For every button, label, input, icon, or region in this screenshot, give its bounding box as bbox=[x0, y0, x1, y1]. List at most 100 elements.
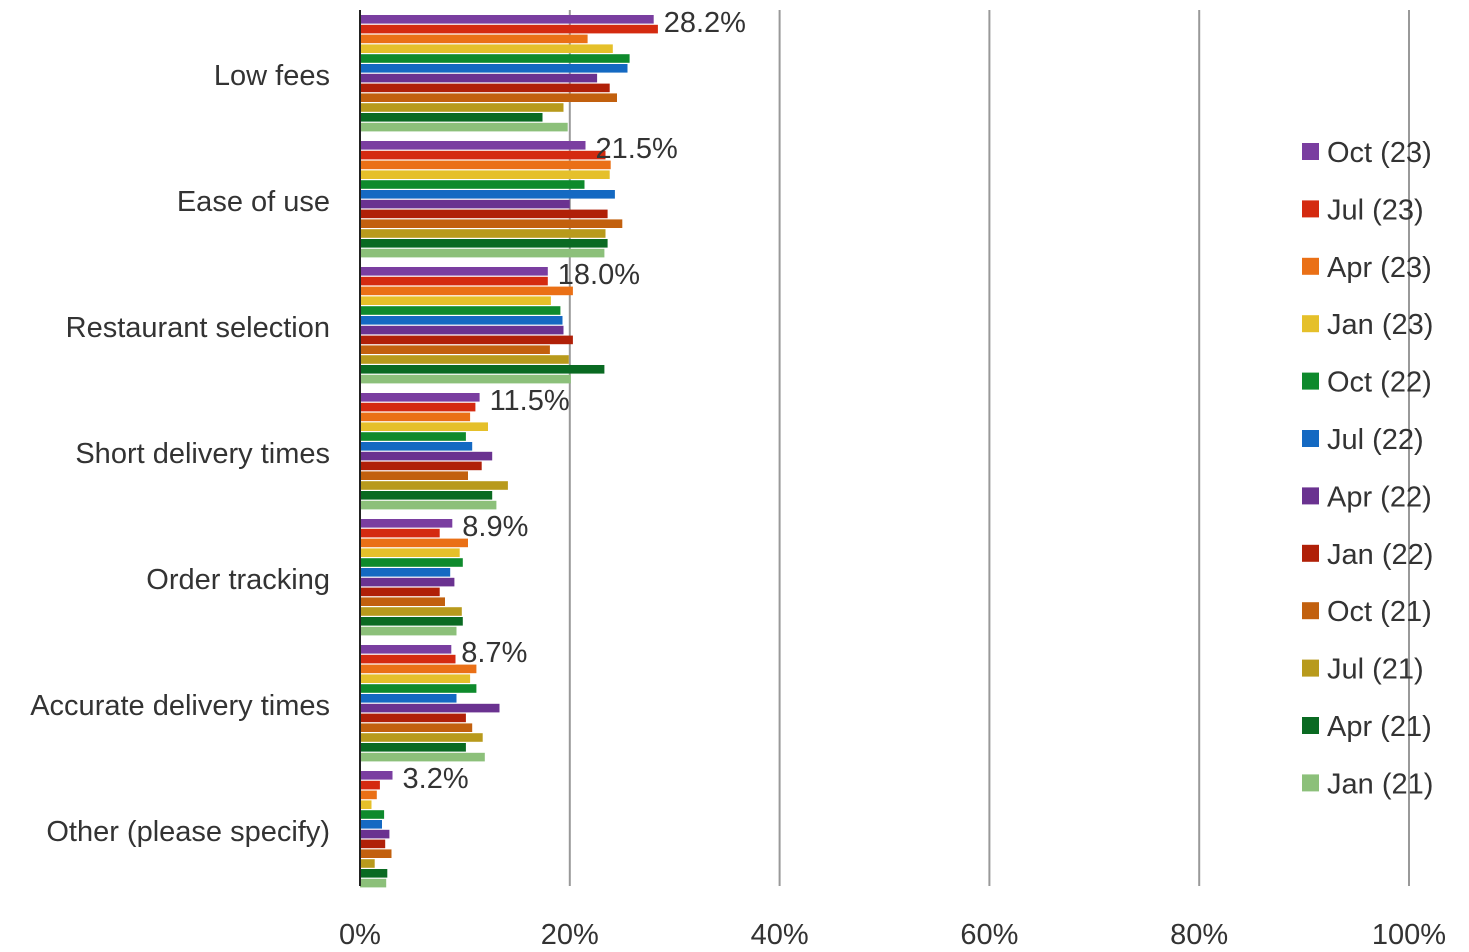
bar bbox=[360, 645, 452, 654]
bar bbox=[360, 713, 466, 723]
bar bbox=[360, 723, 473, 732]
bar bbox=[360, 180, 585, 189]
category-label: Short delivery times bbox=[75, 438, 330, 470]
bar bbox=[360, 170, 610, 179]
bar bbox=[360, 365, 605, 374]
bar bbox=[360, 306, 561, 315]
category-label: Accurate delivery times bbox=[30, 690, 330, 722]
legend-label: Jul (21) bbox=[1327, 654, 1424, 686]
bar bbox=[360, 684, 477, 693]
x-tick-label: 40% bbox=[751, 919, 809, 951]
legend-swatch bbox=[1302, 487, 1319, 505]
data-label: 8.9% bbox=[462, 511, 528, 543]
data-labels: 28.2% 21.5% 18.0% 11.5% 8.9% 8.7% 3.2% bbox=[403, 7, 746, 795]
bar bbox=[360, 869, 388, 878]
bar bbox=[360, 538, 468, 548]
bar bbox=[360, 597, 445, 606]
bar bbox=[360, 355, 569, 364]
bar bbox=[360, 34, 588, 44]
bar bbox=[360, 325, 564, 335]
legend-label: Oct (22) bbox=[1327, 367, 1432, 399]
category-label: Low fees bbox=[214, 60, 330, 92]
category-labels: Low fees Ease of use Restaurant selection S… bbox=[30, 60, 330, 848]
bar bbox=[360, 519, 453, 528]
legend-label: Oct (23) bbox=[1327, 137, 1432, 169]
legend-swatch bbox=[1302, 372, 1319, 390]
legend-swatch bbox=[1302, 200, 1319, 218]
x-tick-label: 100% bbox=[1372, 919, 1446, 951]
bar bbox=[360, 113, 543, 122]
bar bbox=[360, 229, 606, 238]
legend-label: Jul (22) bbox=[1327, 424, 1424, 456]
bar bbox=[360, 412, 471, 422]
bar bbox=[360, 345, 550, 354]
bar bbox=[360, 790, 377, 800]
legend-label: Apr (23) bbox=[1327, 252, 1432, 284]
bar bbox=[360, 442, 473, 451]
bar bbox=[360, 141, 586, 150]
legend-label: Jul (23) bbox=[1327, 194, 1424, 226]
data-label: 8.7% bbox=[461, 637, 527, 669]
data-label: 18.0% bbox=[558, 259, 640, 291]
legend-label: Apr (22) bbox=[1327, 481, 1432, 513]
bar bbox=[360, 24, 658, 34]
bar bbox=[360, 209, 608, 219]
bar bbox=[360, 568, 451, 577]
legend-swatch bbox=[1302, 143, 1319, 160]
bar bbox=[360, 432, 466, 441]
bar bbox=[360, 743, 466, 752]
data-label: 3.2% bbox=[403, 763, 469, 795]
bar bbox=[360, 103, 564, 112]
category-label: Other (please specify) bbox=[46, 816, 330, 848]
legend-label: Jan (23) bbox=[1327, 309, 1433, 341]
bar bbox=[360, 393, 480, 402]
bar bbox=[360, 577, 455, 587]
data-label: 21.5% bbox=[596, 133, 678, 165]
bar bbox=[360, 64, 628, 73]
bar bbox=[360, 500, 497, 510]
bar bbox=[360, 771, 393, 780]
bar bbox=[360, 83, 610, 93]
bar bbox=[360, 829, 390, 839]
bar bbox=[360, 548, 460, 557]
bar bbox=[360, 316, 563, 325]
bar bbox=[360, 402, 476, 412]
data-label: 11.5% bbox=[490, 385, 570, 417]
bar bbox=[360, 664, 477, 674]
bar bbox=[360, 44, 613, 53]
bar bbox=[360, 422, 488, 431]
bar bbox=[360, 694, 457, 703]
bar bbox=[360, 160, 611, 170]
bar bbox=[360, 276, 548, 286]
legend-swatch bbox=[1302, 257, 1319, 275]
bar bbox=[360, 626, 457, 636]
bar bbox=[360, 878, 387, 888]
bar bbox=[360, 286, 573, 296]
bar bbox=[360, 859, 375, 868]
tick-labels: 0% 20% 40% 60% 80% 100% bbox=[339, 919, 1446, 951]
bar bbox=[360, 733, 483, 742]
bar bbox=[360, 607, 462, 616]
bar bbox=[360, 780, 380, 790]
legend-label: Oct (21) bbox=[1327, 596, 1432, 628]
legend-label: Apr (21) bbox=[1327, 711, 1432, 743]
bar bbox=[360, 800, 372, 809]
legend-swatch bbox=[1302, 659, 1319, 677]
bar bbox=[360, 471, 468, 480]
bar bbox=[360, 752, 485, 762]
bar bbox=[360, 374, 571, 384]
bar bbox=[360, 839, 386, 849]
bar bbox=[360, 267, 548, 276]
bar bbox=[360, 703, 500, 713]
data-label: 28.2% bbox=[664, 7, 746, 39]
legend-swatch bbox=[1302, 315, 1319, 333]
bar bbox=[360, 654, 456, 664]
category-label: Order tracking bbox=[146, 564, 330, 596]
bar bbox=[360, 849, 392, 858]
bar bbox=[360, 451, 493, 461]
bar bbox=[360, 248, 605, 258]
bar bbox=[360, 587, 440, 597]
bar bbox=[360, 199, 570, 209]
bar bbox=[360, 617, 463, 626]
